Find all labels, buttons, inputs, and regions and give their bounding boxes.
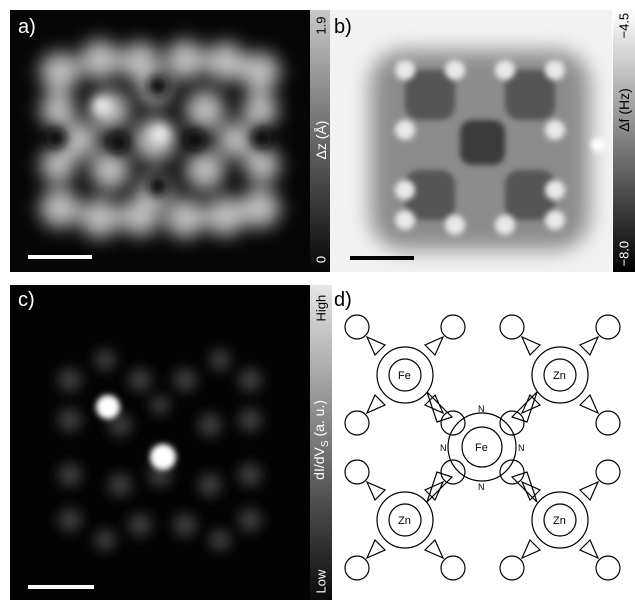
atom-n: N [440, 443, 447, 453]
atom-zn-top-right: Zn [553, 370, 566, 382]
colorbar-top-value: −4.5 [616, 12, 632, 39]
colorbar-top-value: High [313, 294, 329, 322]
panel-d-label: d) [334, 289, 352, 311]
panel-a: a) 1.9 Δz (Å) 0 [10, 10, 332, 272]
colorbar-bottom-value: Low [313, 569, 329, 594]
frequency-colorbar: −4.5 Δf (Hz) −8.0 [613, 10, 635, 272]
colorbar-bottom-value: −8.0 [616, 240, 632, 267]
frequency-map-svg [370, 50, 605, 250]
atom-fe-center: Fe [475, 442, 488, 454]
panel-d: d) [330, 285, 635, 600]
panel-c-label: c) [18, 289, 35, 311]
scale-bar [350, 256, 414, 260]
colorbar-title-main: dI/dV [311, 447, 328, 480]
scale-bar [28, 255, 92, 259]
conductance-map-svg [58, 349, 262, 551]
colorbar-bottom-value: 0 [313, 255, 329, 264]
scale-bar [28, 585, 94, 589]
atom-n: N [518, 443, 525, 453]
panel-b: b) −4.5 Δf (Hz) −8.0 [330, 10, 635, 272]
stm-conductance-image [10, 285, 310, 600]
panel-a-label: a) [18, 16, 36, 38]
colorbar-title: Δf (Hz) [616, 88, 632, 132]
atom-n: N [478, 482, 485, 492]
atom-fe-top-left: Fe [398, 370, 411, 382]
atom-n: N [478, 404, 485, 414]
colorbar-top-value: 1.9 [313, 16, 329, 35]
atom-zn-bottom-left: Zn [398, 515, 411, 527]
colorbar-title-unit: (a. u.) [311, 399, 328, 441]
height-colorbar: 1.9 Δz (Å) 0 [310, 10, 332, 272]
colorbar-title: Δz (Å) [313, 120, 329, 160]
panel-b-label: b) [334, 16, 352, 38]
stm-height-image [10, 10, 310, 272]
panel-c: c) High dI/dVS (a. u.) Low [10, 285, 332, 600]
height-map-svg [40, 40, 280, 238]
chemical-structure-svg: Fe Zn Fe Zn Zn N N N N [344, 314, 621, 581]
afm-frequency-image [330, 10, 612, 272]
atom-zn-bottom-right: Zn [553, 515, 566, 527]
colorbar-title: dI/dVS (a. u.) [311, 389, 331, 491]
conductance-colorbar: High dI/dVS (a. u.) Low [310, 285, 332, 600]
